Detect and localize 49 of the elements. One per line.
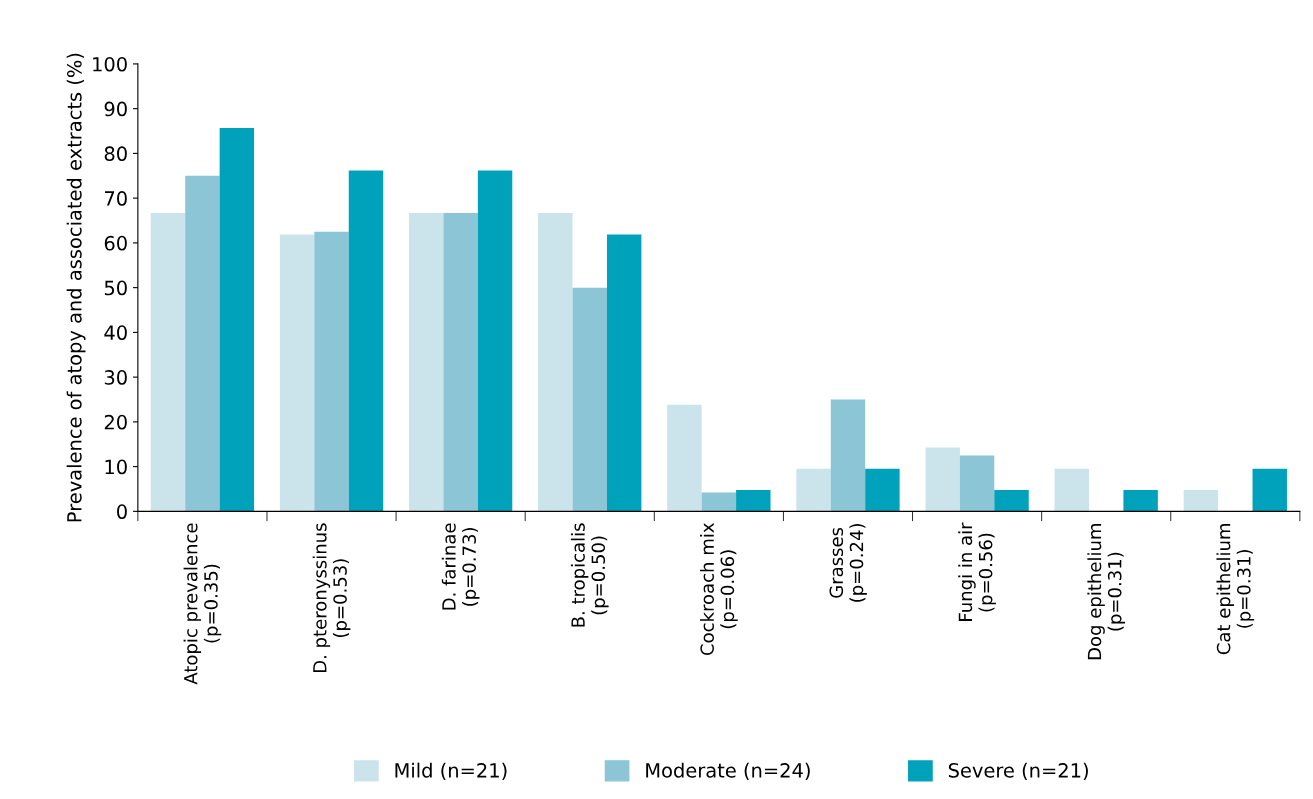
bar xyxy=(606,234,642,512)
bar xyxy=(796,468,831,512)
bar xyxy=(219,127,255,512)
bar xyxy=(667,404,702,512)
y-tick-label: 50 xyxy=(104,280,127,296)
bar xyxy=(279,234,315,512)
x-tick-label: D. pteronyssinus (p=0.53) xyxy=(312,523,351,673)
bar xyxy=(865,468,900,512)
y-tick-label: 100 xyxy=(93,56,127,72)
x-tick-label: Grasses (p=0.24) xyxy=(829,524,867,602)
y-tick-label: 90 xyxy=(104,101,127,117)
x-tick-label: Cockroach mix (p=0.06) xyxy=(700,523,738,656)
bar xyxy=(1054,468,1089,512)
bar xyxy=(830,399,866,512)
bar xyxy=(409,212,444,512)
bar xyxy=(185,175,220,512)
y-axis-title: Prevalence of atopy and associated extracts (%) xyxy=(66,53,86,522)
bar xyxy=(994,489,1029,512)
bar xyxy=(925,447,960,512)
y-tick-label: 60 xyxy=(104,235,127,251)
bar xyxy=(701,492,737,512)
y-tick-label: 40 xyxy=(104,325,127,341)
x-tick-label: Fungi in air (p=0.56) xyxy=(958,522,996,621)
y-tick-label: 80 xyxy=(104,146,127,162)
x-tick-label: D. farinae (p=0.73) xyxy=(441,523,480,610)
bar xyxy=(736,489,771,512)
bar xyxy=(348,170,384,512)
legend-label: Moderate (n=24) xyxy=(646,762,810,781)
bar xyxy=(477,170,513,512)
y-tick-label: 10 xyxy=(105,459,127,475)
x-tick-label: Cat epithelium (p=0.31) xyxy=(1216,524,1255,655)
x-tick-label: Atopic prevalence (p=0.35) xyxy=(183,523,222,685)
bar xyxy=(314,231,349,512)
bar xyxy=(538,212,573,512)
x-tick-label: B. tropicalis (p=0.50) xyxy=(570,523,609,627)
bar xyxy=(1123,489,1158,512)
bar xyxy=(150,212,186,512)
bar xyxy=(443,212,478,512)
x-tick-label: Dog epithelium (p=0.31) xyxy=(1087,524,1126,660)
bar xyxy=(1252,468,1287,512)
y-tick-label: 20 xyxy=(104,414,127,430)
y-tick-label: 70 xyxy=(104,191,127,206)
y-tick-label: 0 xyxy=(117,504,127,520)
y-tick-label: 30 xyxy=(104,370,127,385)
bar xyxy=(959,455,995,512)
bar xyxy=(572,287,607,512)
bar xyxy=(1183,489,1219,512)
legend-label: Severe (n=21) xyxy=(948,762,1088,781)
legend-label: Mild (n=21) xyxy=(395,762,507,781)
